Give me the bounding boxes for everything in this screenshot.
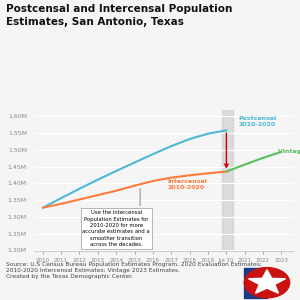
Text: Vintage 2023: Vintage 2023 xyxy=(278,149,300,154)
Text: Use the Intercensal
Population Estimates for
2010-2020 for more
accurate estimat: Use the Intercensal Population Estimates… xyxy=(82,210,150,247)
Text: Postcensal and Intercensal Population
Estimates, San Antonio, Texas: Postcensal and Intercensal Population Es… xyxy=(6,4,232,27)
Text: Postcensal
2010-2020: Postcensal 2010-2020 xyxy=(238,116,277,127)
Text: Intercensal
2010-2020: Intercensal 2010-2020 xyxy=(168,179,207,190)
Polygon shape xyxy=(244,268,267,298)
Circle shape xyxy=(244,268,290,298)
Polygon shape xyxy=(248,270,286,293)
Text: Source: U.S Census Bureau Population Estimates Program, 2020 Evaluation Estimate: Source: U.S Census Bureau Population Est… xyxy=(6,262,262,279)
Bar xyxy=(222,110,233,250)
